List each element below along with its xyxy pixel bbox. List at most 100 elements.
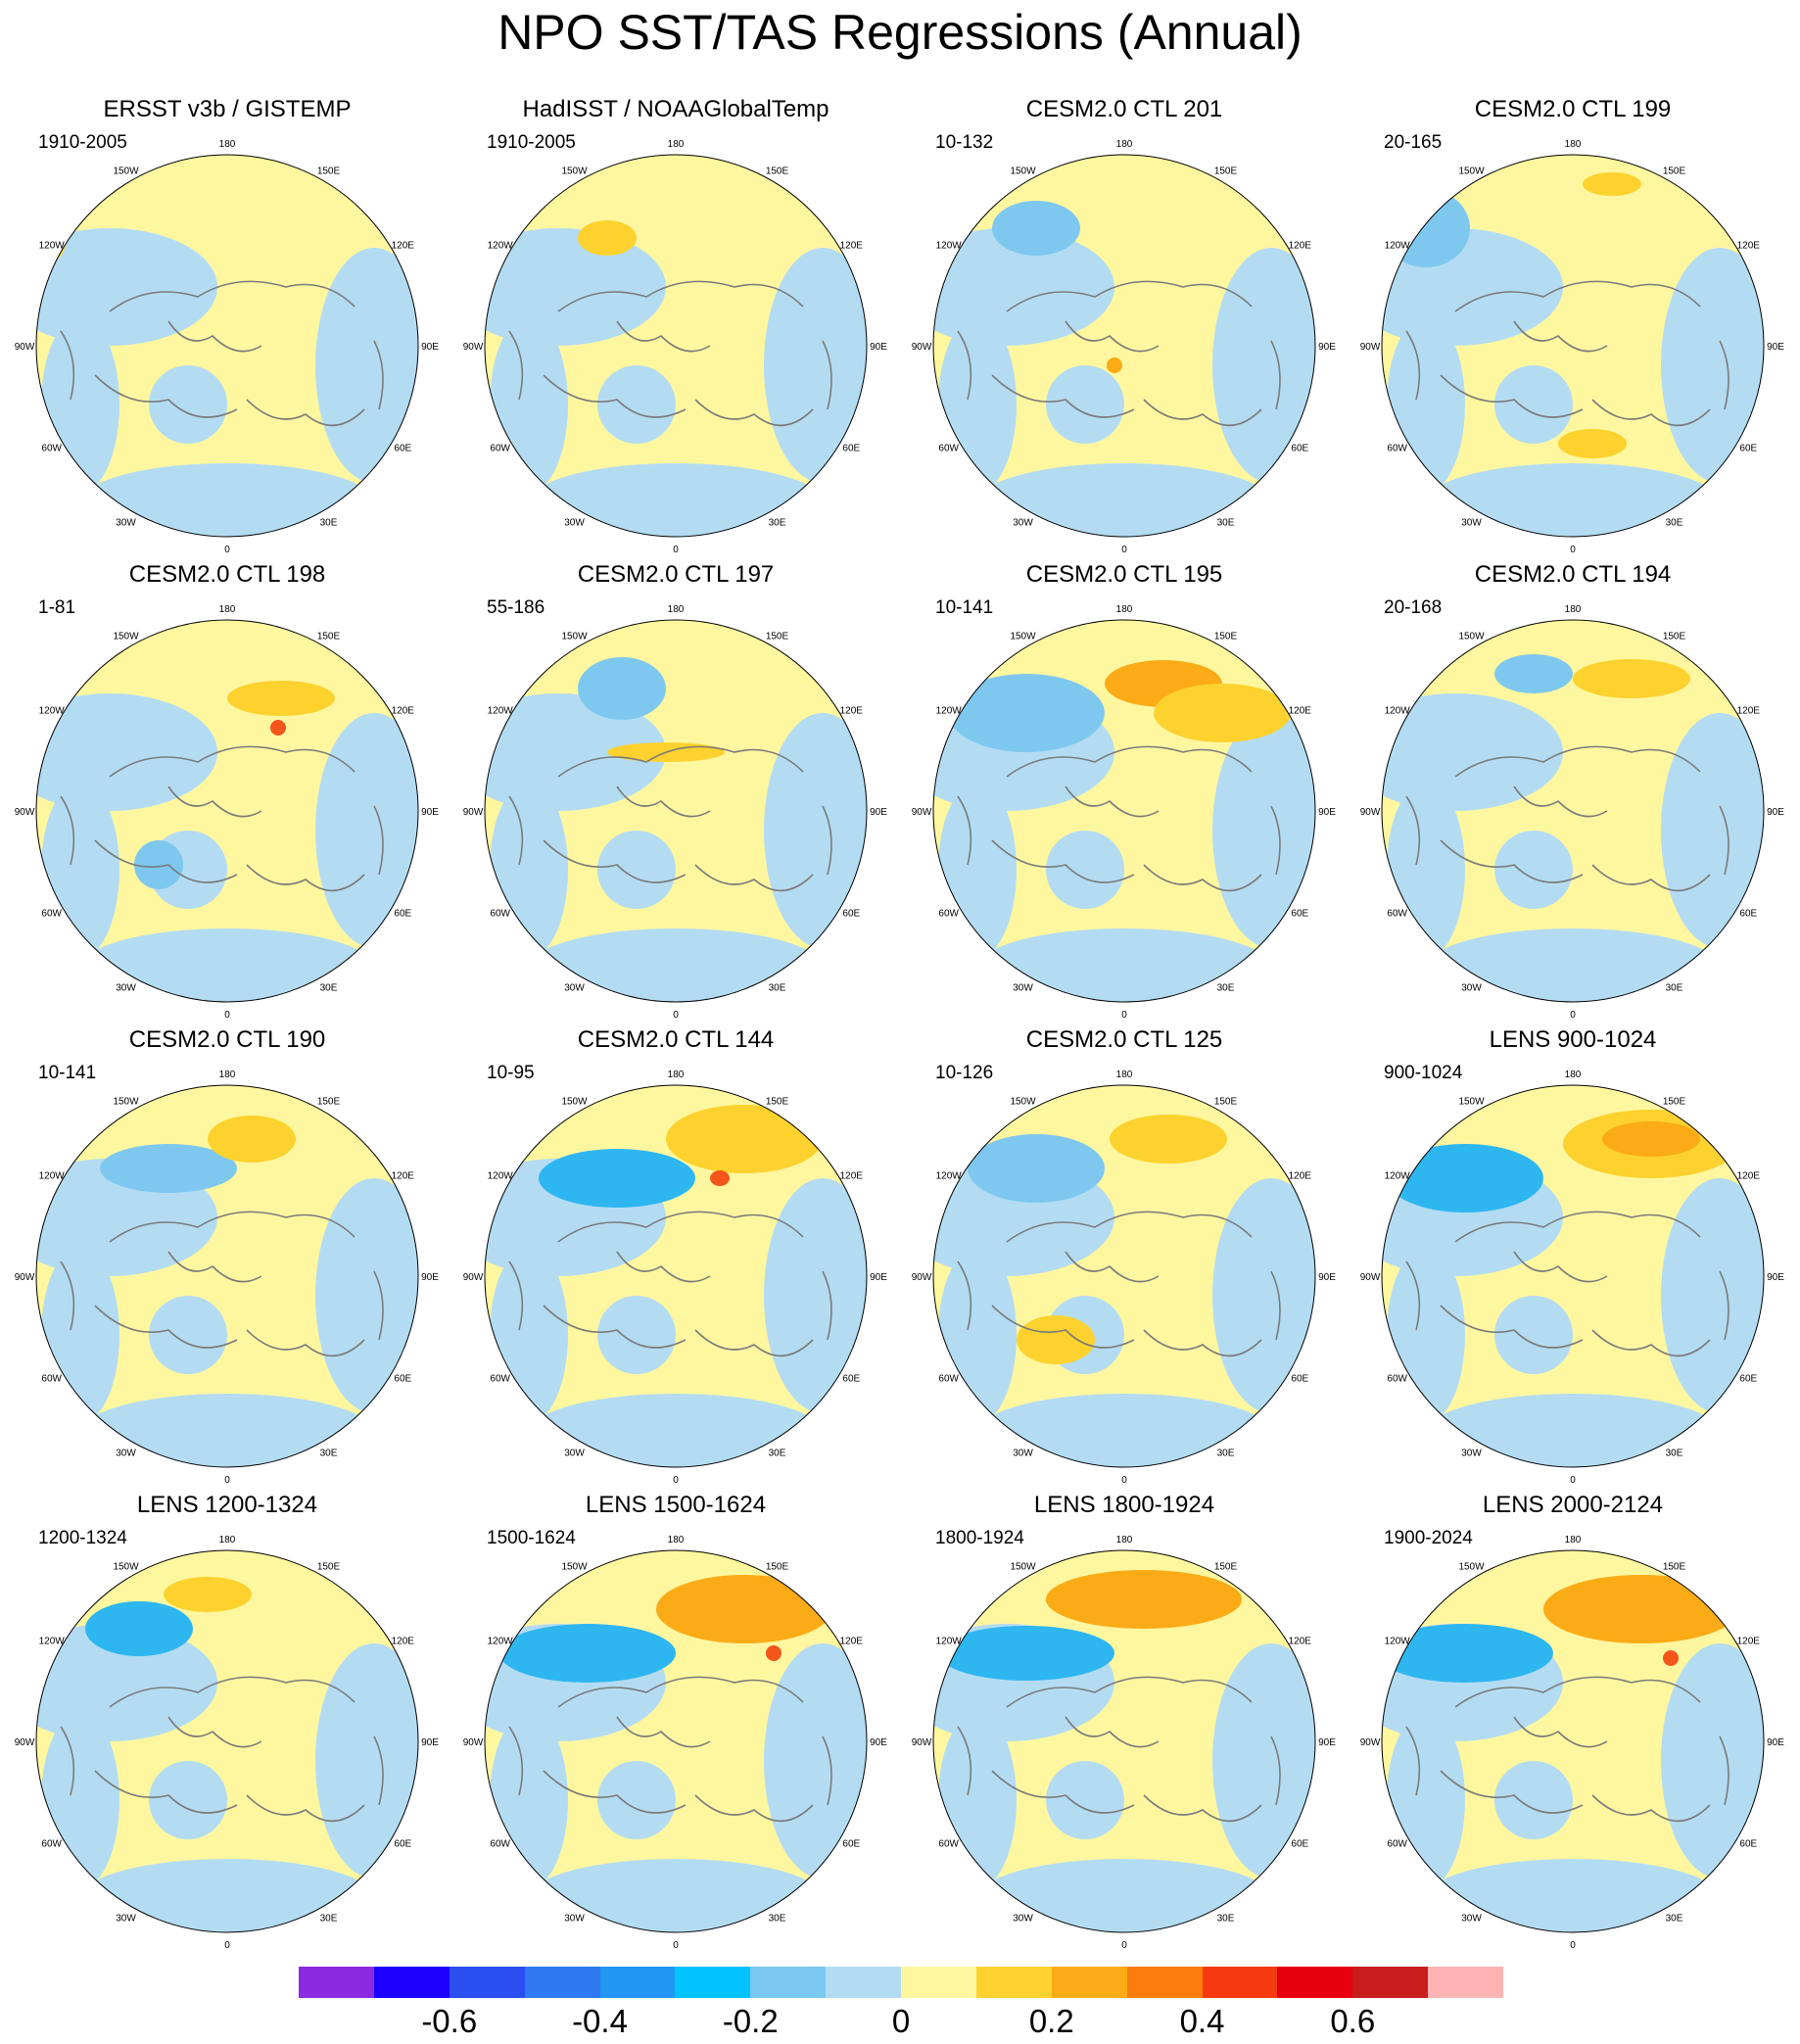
- cool-region: [597, 1761, 676, 1839]
- longitude-label: 60E: [1291, 1839, 1308, 1850]
- panel-year-range: 1910-2005: [487, 132, 576, 153]
- polar-map: 180 150E 120E 90E 60E 30E 0 30W 60W 90W 120W 150W: [15, 1070, 440, 1486]
- longitude-label: 150W: [1010, 166, 1036, 177]
- longitude-label: 30E: [320, 982, 338, 993]
- coastline: [373, 805, 384, 876]
- coastline: [1591, 1794, 1711, 1823]
- cool-region: [1046, 1761, 1124, 1839]
- longitude-label: 30W: [116, 517, 136, 528]
- coastline: [1006, 745, 1253, 778]
- coastline: [94, 839, 238, 883]
- coastline: [557, 745, 804, 778]
- longitude-label: 90E: [1767, 1737, 1784, 1748]
- panel-title: CESM2.0 CTL 190: [128, 1026, 326, 1053]
- panel-year-range: 20-165: [1384, 132, 1443, 153]
- colorbar-tick-label: 0.4: [1179, 2003, 1225, 2039]
- cool-region: [1387, 782, 1465, 958]
- colorbar-swatch: [524, 1967, 600, 1998]
- panel-year-range: 20-168: [1384, 597, 1443, 618]
- longitude-label: 30E: [769, 982, 786, 993]
- coastline: [1270, 340, 1281, 410]
- coastline: [694, 399, 814, 427]
- panel-title: CESM2.0 CTL 197: [577, 561, 775, 588]
- longitude-label: 180: [668, 604, 685, 615]
- coastline: [1006, 1211, 1253, 1243]
- positive-anomaly: [270, 720, 286, 736]
- coastline: [1719, 805, 1729, 876]
- panel-title: HadISST / NOAAGlobalTemp: [522, 96, 829, 122]
- longitude-label: 150E: [1214, 166, 1238, 177]
- negative-anomaly: [1387, 1144, 1543, 1212]
- longitude-label: 60W: [938, 1839, 959, 1850]
- panel-year-range: 10-141: [935, 597, 994, 618]
- map-panel: CESM2.0 CTL 194 20-168 180 150E 120E 90E 60E 30…: [1348, 561, 1798, 1026]
- longitude-label: 150E: [317, 1562, 341, 1573]
- coastline: [957, 1260, 972, 1331]
- panel-title: CESM2.0 CTL 194: [1474, 561, 1672, 588]
- longitude-label: 90W: [1360, 1737, 1381, 1748]
- longitude-label: 120E: [392, 706, 415, 717]
- coastline: [1405, 795, 1421, 866]
- longitude-label: 180: [1116, 1535, 1133, 1545]
- longitude-label: 60W: [1387, 1839, 1407, 1850]
- map-panel: LENS 2000-2124 1900-2024 180 150E 120E 90E 60E…: [1348, 1492, 1798, 1957]
- coastline: [991, 1305, 1135, 1349]
- coastline: [508, 330, 524, 401]
- coastline: [167, 320, 262, 353]
- colorbar-swatch: [1352, 1967, 1429, 1998]
- longitude-label: 120E: [840, 241, 864, 252]
- longitude-label: 30E: [769, 1913, 786, 1924]
- longitude-label: 90W: [15, 342, 35, 353]
- coastline: [109, 1676, 355, 1708]
- coastline: [94, 1305, 238, 1349]
- coastline: [1440, 1305, 1584, 1349]
- colorbar-swatch: [826, 1967, 901, 1998]
- coastline: [60, 330, 75, 401]
- map-border: [484, 619, 868, 1003]
- longitude-label: 90E: [1767, 1272, 1784, 1283]
- coastline: [616, 1251, 711, 1283]
- cool-region: [36, 228, 217, 346]
- longitude-label: 150E: [1663, 632, 1686, 642]
- map-panel: LENS 1500-1624 1500-1624 180 150E 120E 90E 60E…: [450, 1492, 901, 1957]
- longitude-label: 30W: [1013, 1913, 1033, 1924]
- longitude-label: 120E: [1289, 241, 1312, 252]
- cool-region: [764, 713, 867, 948]
- coastline: [557, 1211, 804, 1243]
- coastline: [1719, 1735, 1729, 1806]
- panel-year-range: 10-132: [935, 132, 994, 153]
- longitude-label: 90W: [912, 1272, 932, 1283]
- longitude-label: 30W: [564, 1448, 585, 1458]
- coastline: [1513, 1716, 1608, 1748]
- coastline: [543, 1305, 687, 1349]
- cool-region: [149, 365, 227, 444]
- positive-anomaly: [164, 1577, 252, 1612]
- coastline: [1143, 864, 1262, 892]
- longitude-label: 180: [1565, 139, 1582, 150]
- positive-anomaly: [1573, 659, 1690, 698]
- longitude-label: 150W: [113, 1562, 139, 1573]
- longitude-label: 120E: [1289, 1171, 1312, 1182]
- longitude-label: 60E: [1739, 909, 1757, 920]
- longitude-label: 120E: [840, 1637, 864, 1647]
- longitude-label: 150E: [1214, 1562, 1238, 1573]
- longitude-label: 30E: [1217, 982, 1235, 993]
- longitude-label: 120E: [1289, 1637, 1312, 1647]
- cool-region: [529, 463, 823, 537]
- coastline: [373, 1270, 384, 1341]
- coastline: [1143, 1794, 1262, 1823]
- cool-region: [149, 1761, 227, 1839]
- coastline: [1006, 1676, 1253, 1708]
- cool-region: [36, 693, 217, 811]
- coastline: [616, 1716, 711, 1748]
- cool-region: [1046, 831, 1124, 909]
- coastline: [1454, 1211, 1701, 1243]
- map-border: [932, 154, 1316, 538]
- longitude-label: 30E: [1666, 1913, 1683, 1924]
- colorbar-swatch: [750, 1967, 827, 1998]
- panel-title: LENS 1200-1324: [136, 1492, 318, 1518]
- coastline: [94, 1770, 238, 1814]
- longitude-label: 30E: [769, 1448, 786, 1458]
- longitude-label: 90W: [912, 1737, 932, 1748]
- longitude-label: 180: [219, 139, 236, 150]
